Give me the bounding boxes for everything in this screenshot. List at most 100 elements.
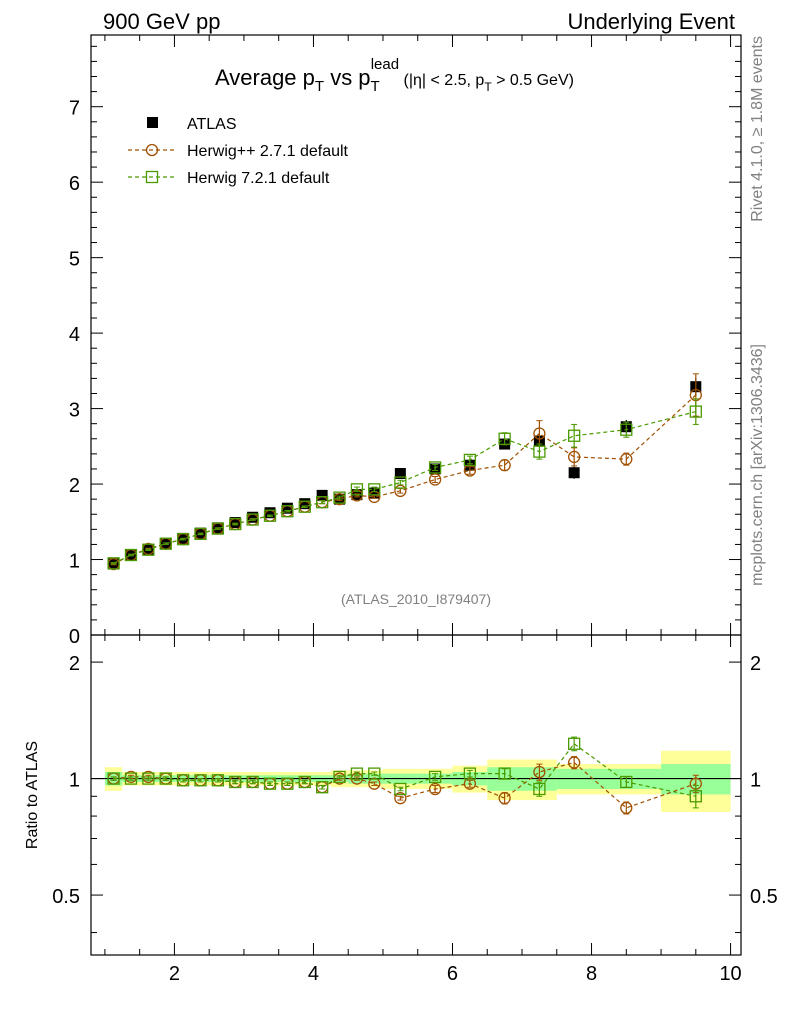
legend-atlas-label: ATLAS [187, 116, 237, 133]
herwigpp-point [620, 453, 633, 466]
herwig7-point [368, 483, 381, 496]
ratio-herwig7-point [620, 775, 633, 789]
x-tick-label: 6 [447, 963, 458, 985]
herwigpp-point [463, 464, 477, 477]
atlas-point [316, 489, 328, 501]
ratio-axes: 2 4 6 8 10 0.5 0.5 1 1 2 2 [52, 635, 778, 985]
ratio-herwigpp-point [620, 801, 633, 815]
x-tick-label: 8 [586, 963, 597, 985]
ratio-herwigpp-point [498, 792, 511, 805]
legend-herwigpp-marker [145, 143, 159, 157]
herwig7-point [142, 543, 155, 556]
ratio-herwig7-point [281, 777, 294, 790]
ratio-herwig7-point [107, 772, 120, 785]
herwig7-point [533, 445, 546, 458]
ratio-y-tick-label: 0.5 [52, 886, 80, 908]
ratio-herwig7-point [333, 770, 346, 784]
ratio-herwig7-point [159, 772, 172, 785]
header-left-label: 900 GeV pp [103, 9, 220, 34]
herwig7-point [229, 517, 242, 531]
ratio-herwig7-point [350, 767, 364, 780]
ratio-herwigpp-point [533, 765, 546, 779]
herwigpp-point [394, 484, 407, 497]
title-sup: lead [371, 56, 399, 73]
ratio-herwig7-point [246, 775, 259, 789]
herwigpp-point [498, 459, 511, 472]
ratio-herwig7-point [229, 775, 242, 789]
ratio-y-tick-label: 1 [69, 770, 80, 792]
y-tick-label: 4 [69, 324, 80, 346]
source-label: mcplots.cern.ch [arXiv:1306.3436] [749, 344, 766, 586]
herwig7-point [107, 557, 120, 570]
analysis-tag: (ATLAS_2010_I879407) [341, 591, 491, 607]
x-tick-label: 4 [308, 963, 319, 985]
ratio-herwigpp-point [568, 756, 581, 769]
herwig7-point [298, 500, 311, 513]
ratio-herwigpp-point [394, 792, 407, 805]
ratio-herwig7-point [211, 774, 225, 787]
herwig7-point [333, 491, 346, 504]
herwig7-point [498, 432, 511, 445]
title-cond-b: > 0.5 GeV) [492, 72, 574, 89]
legend-herwigpp-label: Herwig++ 2.7.1 default [187, 143, 349, 160]
y-tick-label: 1 [69, 551, 80, 573]
ratio-herwig7-point [394, 782, 407, 796]
herwig7-point [689, 405, 702, 418]
ratio-herwigpp-point [368, 777, 381, 790]
legend-herwig7-marker [145, 170, 159, 184]
legend: ATLAS Herwig++ 2.7.1 default Herwig 7.2.… [128, 116, 349, 187]
herwigpp-point [428, 473, 442, 486]
title-sub1: T [315, 78, 324, 95]
title-cond-a: (|η| < 2.5, p [399, 72, 484, 89]
ratio-herwig7-point [176, 774, 190, 787]
ratio-herwig7-point [298, 775, 311, 789]
legend-atlas-marker [147, 117, 158, 128]
ratio-herwig7-point [368, 767, 381, 780]
y-tick-label: 6 [69, 173, 80, 195]
ratio-herwig7-point [263, 777, 277, 790]
ratio-herwigpp-point [463, 777, 477, 790]
herwig7-point [194, 527, 207, 541]
y-tick-label: 2 [69, 475, 80, 497]
title-main: Average p [215, 65, 315, 90]
atlas-point [247, 511, 259, 523]
ratio-herwig7-point [689, 790, 702, 803]
ratio-y-tick-label-right: 2 [750, 653, 761, 675]
atlas-point [394, 467, 406, 479]
atlas-point [229, 517, 241, 529]
plot-title: Average pT vs pTlead (|η| < 2.5, pT > 0.… [215, 56, 574, 95]
herwig7-point [263, 509, 277, 522]
atlas-point [264, 507, 276, 519]
herwig7-point [568, 429, 581, 442]
ratio-herwig7-point [533, 782, 546, 796]
main-axes: 0 1 2 3 4 5 6 7 [69, 35, 741, 648]
ratio-herwig7-point [142, 772, 155, 785]
ratio-y-tick-label-right: 0.5 [750, 886, 778, 908]
x-tick-label: 10 [719, 963, 741, 985]
title-cond-sub: T [484, 80, 492, 94]
herwig7-point [281, 505, 294, 518]
herwigpp-point [568, 450, 581, 464]
atlas-point [568, 467, 580, 479]
x-tick-label: 2 [169, 963, 180, 985]
y-tick-label: 0 [69, 626, 80, 648]
herwig7-point [211, 522, 225, 535]
herwig7-point [620, 423, 633, 436]
atlas-point [281, 502, 293, 514]
herwig7-point [159, 537, 172, 550]
herwig7-point [246, 513, 259, 526]
herwig7-point [394, 476, 407, 489]
herwig7-point [176, 533, 190, 546]
herwigpp-point [533, 427, 546, 440]
atlas-point [368, 487, 380, 499]
ratio-herwig7-point [194, 774, 207, 787]
ratio-herwig7-point [498, 767, 511, 780]
ratio-herwig7-point [124, 772, 138, 785]
herwig7-point [315, 496, 329, 509]
herwig7-point [350, 483, 364, 496]
ratio-herwigpp-point [428, 782, 442, 796]
herwig7-point [428, 461, 442, 474]
ratio-herwig7-point [428, 770, 442, 784]
legend-herwig7-label: Herwig 7.2.1 default [187, 170, 330, 187]
